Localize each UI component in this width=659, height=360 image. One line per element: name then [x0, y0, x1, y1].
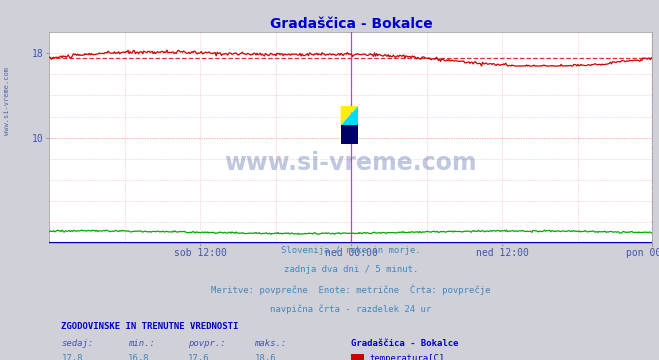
Text: 16,8: 16,8: [128, 354, 150, 360]
Polygon shape: [341, 106, 358, 125]
Text: Slovenija / reke in morje.: Slovenija / reke in morje.: [281, 246, 421, 255]
Text: maks.:: maks.:: [254, 339, 287, 348]
Text: Meritve: povprečne  Enote: metrične  Črta: povprečje: Meritve: povprečne Enote: metrične Črta:…: [211, 285, 491, 295]
Text: www.si-vreme.com: www.si-vreme.com: [3, 67, 10, 135]
Text: www.si-vreme.com: www.si-vreme.com: [225, 151, 477, 175]
Text: 17,8: 17,8: [61, 354, 83, 360]
Polygon shape: [341, 125, 358, 144]
Text: 18,6: 18,6: [254, 354, 276, 360]
Text: zadnja dva dni / 5 minut.: zadnja dva dni / 5 minut.: [284, 265, 418, 274]
Text: Gradaščica - Bokalce: Gradaščica - Bokalce: [351, 339, 459, 348]
Polygon shape: [341, 106, 358, 125]
Text: min.:: min.:: [128, 339, 155, 348]
Text: ZGODOVINSKE IN TRENUTNE VREDNOSTI: ZGODOVINSKE IN TRENUTNE VREDNOSTI: [61, 322, 239, 331]
Title: Gradaščica - Bokalce: Gradaščica - Bokalce: [270, 17, 432, 31]
Text: povpr.:: povpr.:: [188, 339, 226, 348]
Text: temperatura[C]: temperatura[C]: [369, 354, 444, 360]
Text: navpična črta - razdelek 24 ur: navpična črta - razdelek 24 ur: [270, 304, 432, 314]
Bar: [351, 354, 364, 360]
Text: 17,6: 17,6: [188, 354, 210, 360]
Text: sedaj:: sedaj:: [61, 339, 94, 348]
